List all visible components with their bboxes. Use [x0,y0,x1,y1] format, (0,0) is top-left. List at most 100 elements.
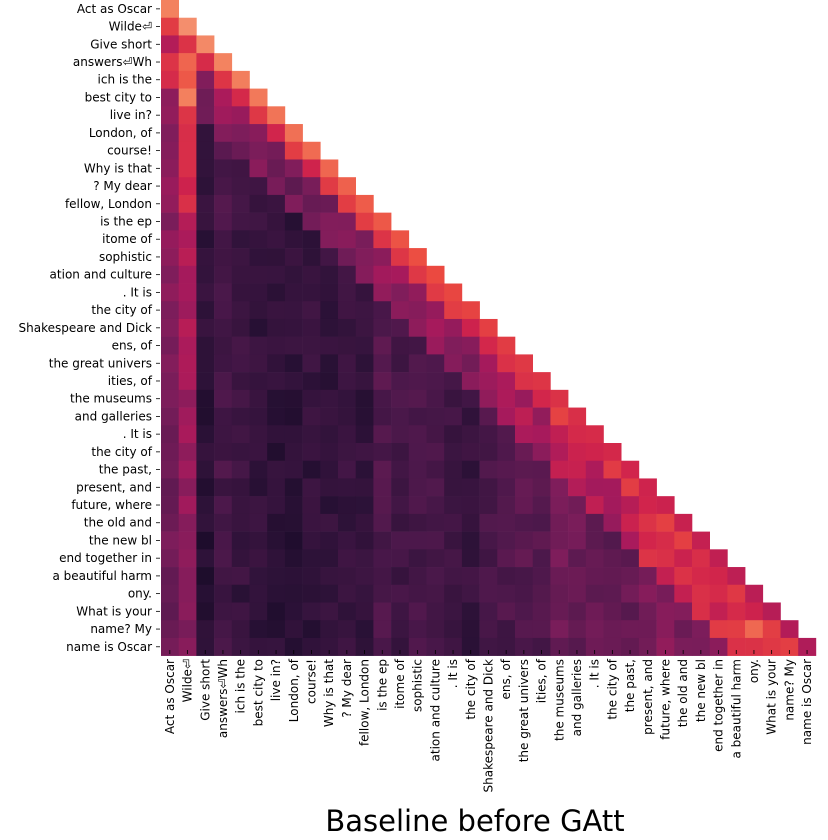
heatmap-cell [284,230,303,249]
heatmap-cell [178,283,197,302]
heatmap-cell [585,531,604,550]
heatmap-cell [161,159,179,178]
heatmap-cell [479,318,498,337]
heatmap-cell [320,443,339,462]
heatmap-cell [479,549,498,568]
heatmap-cell [196,159,215,178]
heatmap-cell [267,620,286,639]
heatmap-cell [444,567,463,586]
heatmap-cell [373,513,392,532]
heatmap-cell [391,318,410,337]
heatmap-cell [214,283,233,302]
heatmap-cell [320,513,339,532]
heatmap-cell [373,248,392,267]
heatmap-cell [178,407,197,426]
heatmap-cell [284,620,303,639]
heatmap-cell [196,478,215,497]
heatmap-cell [603,637,622,656]
heatmap-cell [780,620,799,639]
x-tick-label: ony. [747,659,761,683]
heatmap-cell [178,620,197,639]
heatmap-cell [214,496,233,515]
heatmap-cell [284,177,303,196]
heatmap-cell [515,478,533,497]
heatmap-cell [249,318,268,337]
y-tick-label: name is Oscar [66,640,152,654]
heatmap-cell [338,584,356,603]
heatmap-cell [161,301,179,320]
heatmap-cells [161,0,817,656]
heatmap-cell [408,460,427,479]
heatmap-cell [267,496,286,515]
heatmap-cell [267,478,286,497]
heatmap-cell [284,513,303,532]
heatmap-cell [231,336,250,355]
y-tick-label: is the ep [100,215,152,229]
heatmap-cell [497,637,516,656]
heatmap-cell [656,602,675,621]
heatmap-cell [585,443,604,462]
heatmap-cell [231,443,250,462]
heatmap-cell [302,372,321,391]
heatmap-cell [603,513,622,532]
heatmap-cell [231,230,250,249]
heatmap-cell [621,460,640,479]
heatmap-cell [267,301,286,320]
heatmap-cell [568,549,587,568]
heatmap-cell [267,425,286,444]
heatmap-cell [338,354,356,373]
heatmap-cell [408,265,427,284]
heatmap-cell [231,265,250,284]
heatmap-cell [302,354,321,373]
heatmap-cell [692,584,710,603]
y-tick-label: London, of [89,126,153,140]
heatmap-cell [196,106,215,125]
heatmap-cell [196,389,215,408]
y-tick-label: fellow, London [65,197,152,211]
x-tick-label: ich is the [234,659,248,713]
heatmap-cell [355,496,374,515]
heatmap-cell [479,584,498,603]
heatmap-cell [196,460,215,479]
heatmap-cell [373,301,392,320]
heatmap-cell [284,159,303,178]
heatmap-cell [497,460,516,479]
heatmap-cell [161,248,179,267]
heatmap-cell [426,354,445,373]
heatmap-cell [709,637,728,656]
heatmap-cell [355,531,374,550]
heatmap-cell [178,496,197,515]
heatmap-cell [196,194,215,213]
heatmap-cell [444,549,463,568]
heatmap-cell [444,301,463,320]
heatmap-cell [515,513,533,532]
heatmap-cell [497,496,516,515]
heatmap-cell [178,389,197,408]
heatmap-cell [196,70,215,89]
heatmap-cell [444,407,463,426]
y-tick-label: name? My [90,622,152,636]
heatmap-cell [320,372,339,391]
heatmap-cell [284,531,303,550]
heatmap-cell [355,407,374,426]
heatmap-cell [178,265,197,284]
heatmap-cell [178,584,197,603]
heatmap-cell [231,584,250,603]
heatmap-cell [461,567,480,586]
heatmap-cell [214,460,233,479]
heatmap-cell [355,443,374,462]
y-tick-label: the old and [84,516,152,530]
heatmap-cell [320,265,339,284]
heatmap-cell [338,531,356,550]
heatmap-cell [161,35,179,54]
heatmap-cell [320,212,339,231]
heatmap-cell [178,177,197,196]
heatmap-cell [373,354,392,373]
heatmap-cell [408,584,427,603]
heatmap-cell [638,531,657,550]
heatmap-cell [196,372,215,391]
heatmap-cell [302,460,321,479]
heatmap-cell [674,531,693,550]
heatmap-cell [550,460,569,479]
heatmap-cell [320,283,339,302]
